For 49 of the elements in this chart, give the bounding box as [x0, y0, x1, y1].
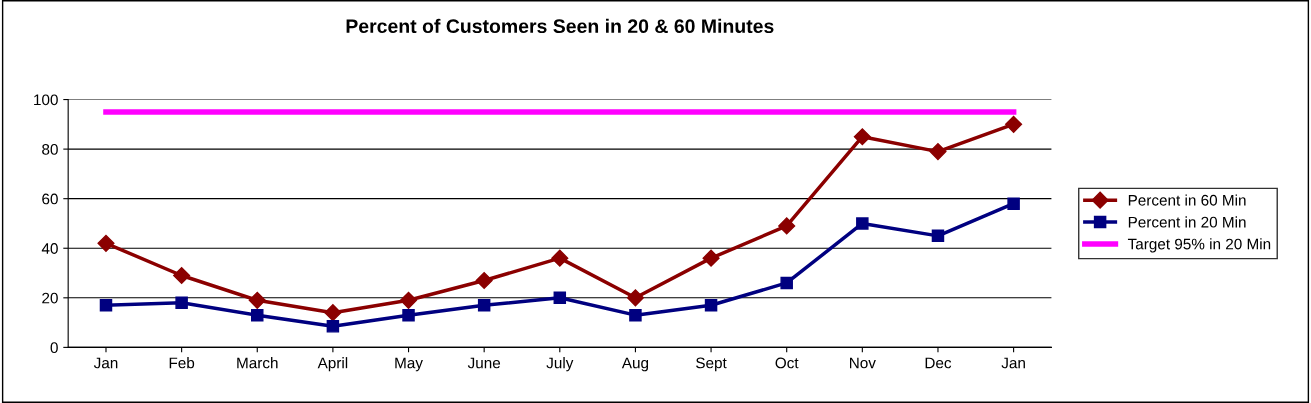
x-tick-label: March	[237, 357, 278, 369]
x-tick-label: Feb	[169, 357, 195, 369]
x-tick-label: Dec	[925, 357, 952, 369]
y-tick-label: 40	[41, 243, 58, 254]
point	[399, 291, 418, 309]
point	[629, 308, 642, 322]
x-tick-label: Nov	[850, 357, 876, 369]
y-tick-label: 100	[34, 94, 58, 106]
point	[553, 291, 567, 305]
x-tick-label: Jan	[93, 357, 118, 369]
legend-label: Percent in 20 Min	[1128, 216, 1246, 228]
x-tick-label: July	[546, 357, 574, 372]
point	[326, 320, 340, 333]
y-tick-label: 0	[50, 342, 58, 354]
point	[477, 299, 491, 312]
y-tick-label: 20	[42, 292, 58, 304]
point	[778, 217, 796, 235]
point	[99, 299, 113, 312]
point	[704, 299, 718, 312]
x-tick-label: Jan	[1001, 357, 1025, 369]
point	[248, 291, 266, 309]
x-tick-label: Sept	[696, 357, 727, 372]
point	[1007, 197, 1020, 210]
point	[853, 128, 871, 146]
point	[97, 234, 115, 252]
point	[856, 217, 869, 230]
legend-label: Target 95% in 20 Min	[1127, 238, 1271, 253]
point	[551, 249, 569, 267]
x-tick-label: Aug	[621, 357, 649, 372]
point	[324, 304, 342, 322]
point	[173, 266, 191, 285]
chart-title: Percent of Customers Seen in 20 & 60 Minutes	[346, 18, 774, 34]
x-tick-label: May	[395, 357, 423, 372]
point	[929, 143, 947, 161]
point	[931, 229, 945, 243]
y-tick-label: 60	[42, 193, 58, 205]
point	[475, 271, 493, 290]
point	[251, 308, 264, 322]
point	[402, 308, 415, 322]
x-tick-label: June	[467, 357, 501, 369]
x-tick-label: April	[317, 357, 348, 372]
y-tick-label: 80	[42, 143, 58, 155]
legend-label: Percent in 60 Min	[1128, 194, 1246, 206]
x-tick-label: Oct	[775, 357, 799, 369]
point	[702, 249, 720, 267]
point	[1005, 115, 1023, 133]
point	[626, 289, 644, 307]
point	[175, 296, 188, 310]
point	[780, 276, 793, 290]
